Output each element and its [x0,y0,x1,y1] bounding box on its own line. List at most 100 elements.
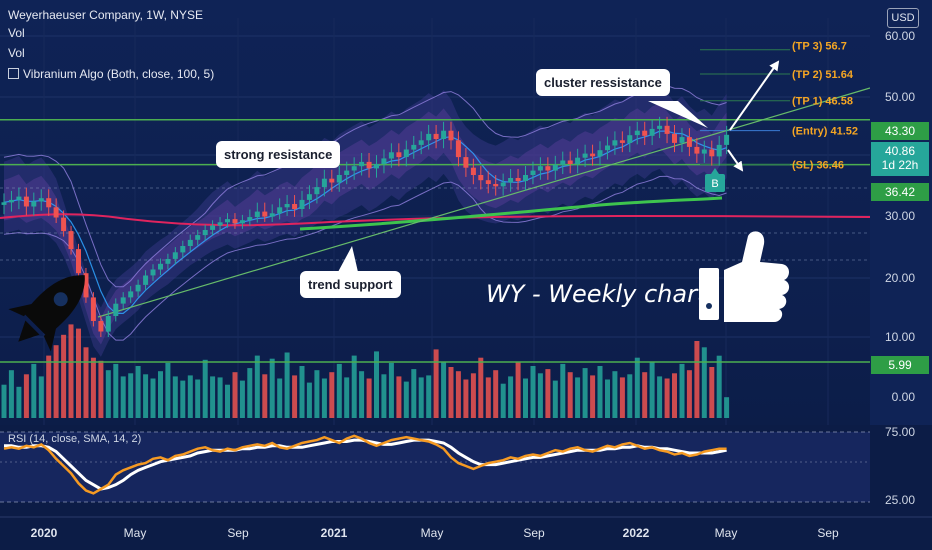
volume-bar [448,367,454,418]
volume-bar [582,368,588,418]
volume-bar [575,377,581,418]
volume-bar [396,376,402,418]
candles [1,116,730,337]
candle-body [515,178,521,181]
volume-bar [694,341,700,418]
symbol-title[interactable]: Weyerhaeuser Company, 1W, NYSE [8,8,203,22]
candle-body [709,149,715,157]
volume-bar [262,374,268,418]
candle-body [701,149,707,154]
callout-trend-support: trend support [300,271,401,298]
volume-bar [597,366,603,418]
volume-bar [90,357,96,418]
volume-bar [336,363,342,418]
volume-bar [455,371,461,418]
candle-body [694,146,700,154]
badge-current-text: 1d 22h [882,158,919,172]
volume-bar [299,366,305,418]
volume-bar [545,369,551,418]
time-tick: Sep [817,526,839,540]
time-tick: 2022 [623,526,650,540]
volume-bar [426,375,432,418]
rocket-fin-left [8,303,34,317]
candle-body [299,199,305,209]
currency-badge[interactable]: USD [887,8,919,28]
candle-body [500,182,506,187]
volume-bar [523,378,528,418]
candle-body [523,175,528,181]
volume-bar [701,347,707,418]
time-tick: May [421,526,444,540]
candle-body [180,246,186,253]
rsi-pane: 75.00 25.00 [0,425,932,517]
badge-lower-bg [871,183,929,201]
indicator-vol-2[interactable]: Vol [8,46,25,60]
volume-bar [187,375,193,418]
price-tick: 10.00 [885,330,915,344]
time-tick: 2020 [31,526,58,540]
volume-bar [135,366,141,418]
badge-current-bg [871,142,929,176]
indicator-vol-1[interactable]: Vol [8,26,25,40]
candle-body [649,128,655,136]
volume-bar [560,363,566,418]
candle-body [686,137,692,147]
candle-body [619,140,625,143]
candle-body [150,269,156,276]
candle-body [321,178,327,188]
rsi-label[interactable]: RSI (14, close, SMA, 14, 2) [8,433,142,445]
badge-upper-text: 43.30 [885,124,915,138]
volume-bar [98,360,104,418]
candle-body [306,194,312,200]
candle-body [8,199,14,203]
candle-body [724,134,730,145]
volume-bar [202,359,208,418]
candle-body [53,207,59,218]
callout-pointer-cluster [648,101,708,128]
volume-bar [433,349,439,418]
candle-body [366,161,372,169]
thumb-cuff-dot [706,303,712,309]
ribbon-inner [4,103,727,345]
volume-bar [329,372,335,418]
volume-bar [292,375,298,418]
volume-bar [68,324,74,418]
rocket-fin-right [43,326,57,352]
candle-body [120,297,126,304]
volume-bar [672,373,677,418]
candle-body [195,235,201,240]
indicator-settings-icon[interactable] [8,68,19,79]
volume-bar [306,382,312,418]
rsi-tick: 75.00 [885,425,915,439]
candle-body [128,291,134,298]
candle-body [426,133,432,141]
signal-badge-text: B [711,178,718,190]
candle-body [61,217,67,232]
candle-body [634,130,640,136]
candle-body [590,153,596,157]
volume-bar [232,372,238,418]
volume-bar [158,371,163,418]
candle-body [158,263,163,270]
candle-body [478,175,484,181]
time-tick: Sep [227,526,249,540]
label-tp1: (TP 1) 46.58 [792,96,853,108]
badge-current-text: 40.86 [885,144,915,158]
time-tick: 2021 [321,526,348,540]
candle-body [269,213,275,217]
indicator-algo[interactable]: Vibranium Algo (Both, close, 100, 5) [8,67,214,81]
moving-average-line [0,213,871,227]
badge-upper-bg [871,122,929,140]
candle-body [1,202,7,205]
indicator-algo-label: Vibranium Algo (Both, close, 100, 5) [23,67,215,81]
candle-body [351,166,357,171]
candle-body [679,137,685,143]
annotation-overlay: B (TP 3) 56.7 (TP 2) 51.64 (TP 1) 46.58 (Ent… [8,41,858,352]
rocket-flame [18,320,40,342]
candle-body [202,230,208,236]
volume-bar [120,376,126,418]
candle-body [433,133,439,139]
rsi-tick: 25.00 [885,493,915,507]
